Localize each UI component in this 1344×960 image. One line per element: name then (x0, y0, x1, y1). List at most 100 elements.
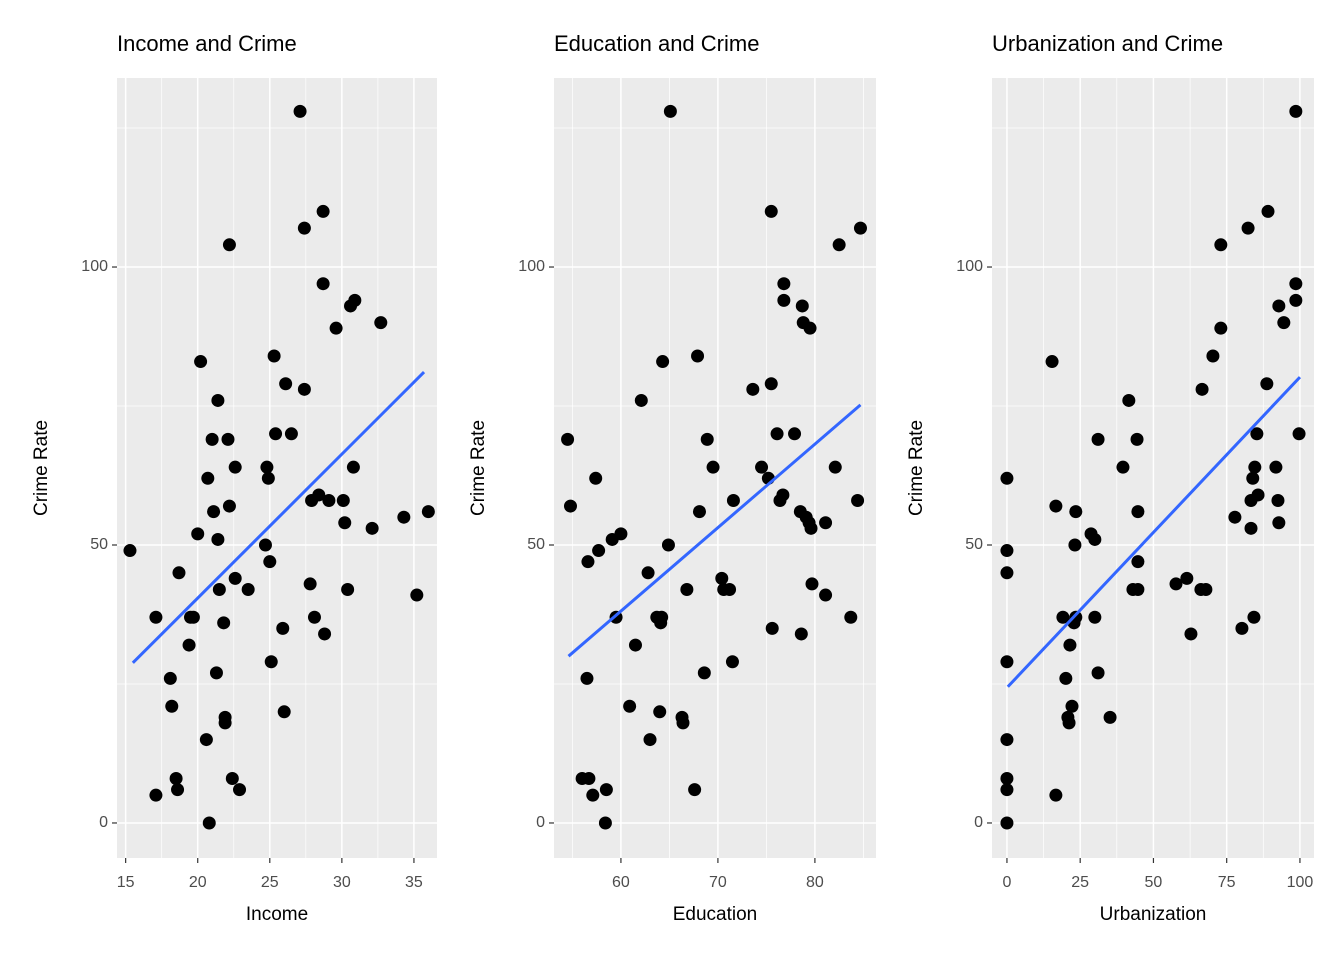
point (1069, 610, 1083, 624)
point (676, 716, 690, 730)
point (1059, 671, 1073, 685)
point (1088, 532, 1102, 546)
point (1000, 783, 1014, 797)
y-tick-label: 0 (974, 814, 983, 831)
point (1251, 488, 1265, 502)
x-tick-label: 15 (117, 874, 135, 891)
point (581, 555, 595, 569)
point (211, 393, 225, 407)
point (661, 538, 675, 552)
point (346, 460, 360, 474)
point (795, 299, 809, 313)
point (1062, 716, 1076, 730)
point (1214, 321, 1228, 335)
point (222, 238, 236, 252)
point (1000, 733, 1014, 747)
point (1248, 460, 1262, 474)
point (725, 655, 739, 669)
point (1000, 544, 1014, 558)
point (1272, 299, 1286, 313)
plot-background (117, 78, 437, 858)
point (1103, 710, 1117, 724)
point (1269, 460, 1283, 474)
point (1131, 582, 1145, 596)
point (706, 460, 720, 474)
point (1289, 293, 1303, 307)
point (225, 771, 239, 785)
point (348, 293, 362, 307)
point (316, 277, 330, 291)
trend-line (567, 403, 862, 658)
point (397, 510, 411, 524)
point (1199, 582, 1213, 596)
point (338, 516, 352, 530)
point (723, 582, 737, 596)
chart-title: Urbanization and Crime (992, 31, 1223, 56)
point (788, 427, 802, 441)
point (172, 566, 186, 580)
point (1244, 521, 1258, 535)
point (1116, 460, 1130, 474)
point (1271, 494, 1285, 508)
chart-title: Income and Crime (117, 31, 297, 56)
y-tick-label: 0 (99, 814, 108, 831)
point (329, 321, 343, 335)
y-tick-label: 50 (527, 536, 545, 553)
point (1000, 816, 1014, 830)
point (599, 783, 613, 797)
point (1228, 510, 1242, 524)
point (1065, 699, 1079, 713)
point (336, 494, 350, 508)
point (794, 627, 808, 641)
point (691, 349, 705, 363)
x-tick-label: 25 (261, 874, 279, 891)
point (205, 432, 219, 446)
x-tick-label: 20 (189, 874, 207, 891)
point (199, 733, 213, 747)
x-tick-label: 30 (333, 874, 351, 891)
point (844, 610, 858, 624)
point (765, 621, 779, 635)
point (634, 393, 648, 407)
point (1241, 221, 1255, 235)
point (1261, 204, 1275, 218)
point (1292, 427, 1306, 441)
point (688, 783, 702, 797)
point (186, 610, 200, 624)
point (1272, 516, 1286, 530)
point (777, 277, 791, 291)
trend-line (1006, 376, 1302, 688)
point (284, 427, 298, 441)
point (1184, 627, 1198, 641)
x-tick-label: 0 (1002, 874, 1011, 891)
point (1289, 277, 1303, 291)
point (819, 588, 833, 602)
point (1068, 538, 1082, 552)
point (1063, 638, 1077, 652)
y-tick-label: 100 (81, 258, 108, 275)
point (1247, 610, 1261, 624)
point (276, 621, 290, 635)
point (261, 471, 275, 485)
point (163, 671, 177, 685)
point (212, 582, 226, 596)
point (263, 555, 277, 569)
point (322, 494, 336, 508)
panel: 0 50 100 60 70 80 Education and Crime Education… (468, 31, 876, 925)
point (202, 816, 216, 830)
point (853, 221, 867, 235)
y-tick-label: 50 (90, 536, 108, 553)
point (803, 321, 817, 335)
point (1000, 655, 1014, 669)
point (764, 377, 778, 391)
point (1049, 788, 1063, 802)
point (149, 610, 163, 624)
point (182, 638, 196, 652)
point (586, 788, 600, 802)
point (755, 460, 769, 474)
point (563, 499, 577, 513)
x-tick-label: 60 (612, 874, 630, 891)
point (421, 505, 435, 519)
point (1289, 104, 1303, 118)
point (598, 816, 612, 830)
